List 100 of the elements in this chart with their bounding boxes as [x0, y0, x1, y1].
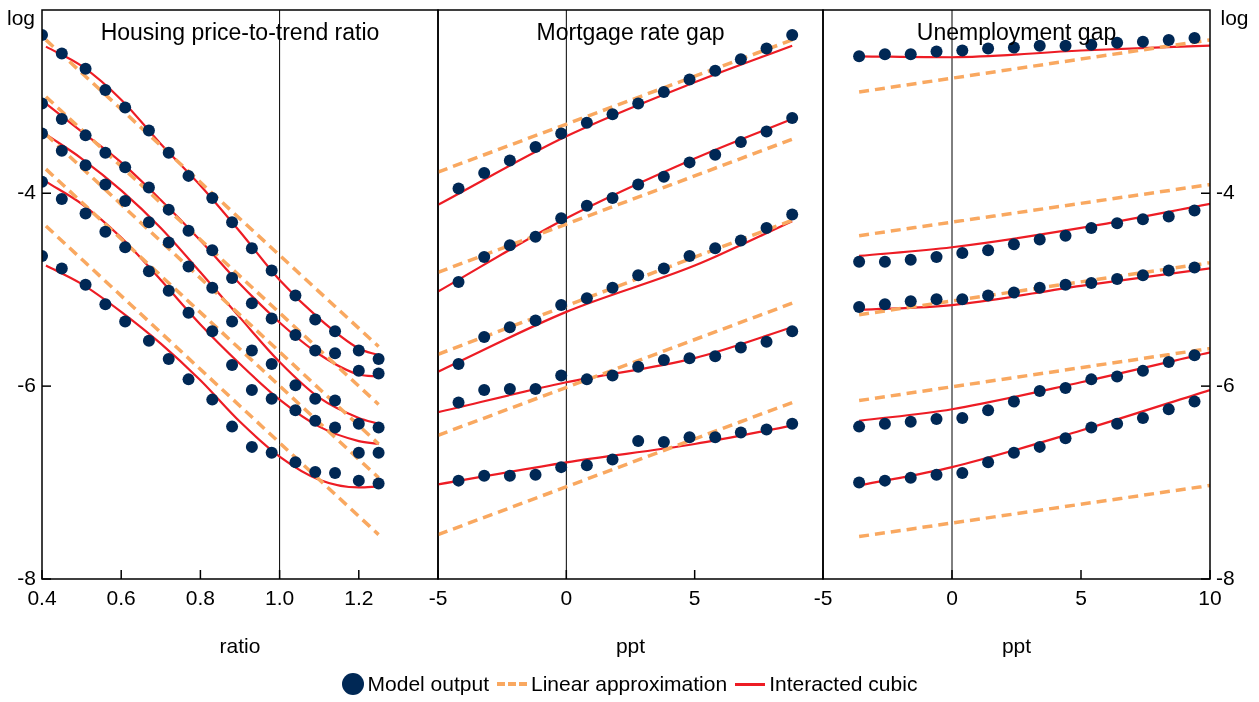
- point: [503, 154, 516, 167]
- point: [206, 281, 219, 294]
- point: [904, 295, 917, 308]
- point: [99, 178, 112, 191]
- point: [606, 369, 619, 382]
- point: [352, 364, 365, 377]
- point: [79, 278, 92, 291]
- y2-tick-label: -6: [1216, 372, 1235, 396]
- point: [982, 456, 995, 469]
- point: [226, 216, 239, 229]
- point: [734, 234, 747, 247]
- point: [329, 347, 342, 360]
- point: [956, 411, 969, 424]
- point: [182, 224, 195, 237]
- point: [786, 417, 799, 430]
- point: [309, 344, 322, 357]
- point: [632, 97, 645, 110]
- x-tick-label: 10: [1198, 586, 1222, 610]
- x-tick-label: 0: [946, 586, 958, 610]
- point: [226, 358, 239, 371]
- point: [606, 108, 619, 121]
- point: [119, 161, 132, 174]
- point: [930, 412, 943, 425]
- point: [1007, 238, 1020, 251]
- point: [142, 216, 155, 229]
- x-axis-title: ppt: [615, 634, 646, 658]
- point: [1136, 364, 1149, 377]
- point: [1136, 35, 1149, 48]
- point: [1085, 276, 1098, 289]
- point: [853, 301, 866, 314]
- point: [206, 192, 219, 205]
- y-axis-title: log: [6, 5, 36, 29]
- point: [452, 182, 465, 195]
- x-axis-title: ratio: [219, 634, 261, 658]
- point: [683, 73, 696, 86]
- x-axis-title: ppt: [1001, 634, 1032, 658]
- point: [206, 244, 219, 257]
- point: [1007, 395, 1020, 408]
- y-tick-label: -6: [17, 372, 36, 396]
- x-tick-label: -5: [428, 586, 448, 610]
- point: [904, 415, 917, 428]
- point: [142, 124, 155, 137]
- x-tick-label: 5: [1075, 586, 1087, 610]
- point: [853, 255, 866, 268]
- point: [99, 84, 112, 97]
- point: [709, 350, 722, 363]
- y-tick-label: -4: [17, 180, 37, 204]
- point: [1033, 233, 1046, 246]
- point: [245, 297, 258, 310]
- point: [503, 469, 516, 482]
- point: [372, 477, 385, 490]
- point: [555, 212, 568, 225]
- point: [853, 420, 866, 433]
- point: [982, 244, 995, 257]
- point: [289, 289, 302, 302]
- point: [956, 247, 969, 260]
- point: [1059, 382, 1072, 395]
- point: [1007, 286, 1020, 299]
- point: [478, 250, 491, 263]
- point: [760, 42, 773, 55]
- point: [580, 116, 593, 129]
- point: [245, 242, 258, 255]
- point: [657, 354, 670, 367]
- point: [329, 325, 342, 338]
- legend-label: Interacted cubic: [769, 672, 918, 696]
- point: [162, 284, 175, 297]
- point: [503, 383, 516, 396]
- x-tick-label: 0.6: [106, 586, 136, 610]
- point: [55, 144, 68, 157]
- point: [1162, 210, 1175, 223]
- point: [352, 474, 365, 487]
- point: [289, 404, 302, 417]
- y2-tick-label: -8: [1216, 565, 1235, 589]
- y2-axis-title: log: [1220, 5, 1249, 29]
- point: [119, 101, 132, 114]
- point: [478, 383, 491, 396]
- point: [760, 423, 773, 436]
- point: [760, 125, 773, 138]
- point: [734, 341, 747, 354]
- point: [904, 48, 917, 61]
- point: [580, 373, 593, 386]
- point: [142, 265, 155, 278]
- point: [99, 298, 112, 311]
- point: [79, 129, 92, 142]
- point: [309, 414, 322, 427]
- point: [657, 436, 670, 449]
- point: [309, 313, 322, 326]
- point: [182, 373, 195, 386]
- point: [142, 334, 155, 347]
- point: [1111, 217, 1124, 230]
- point: [982, 289, 995, 302]
- point: [119, 194, 132, 207]
- point: [930, 293, 943, 306]
- point: [982, 404, 995, 417]
- point: [760, 221, 773, 234]
- point: [55, 193, 68, 206]
- point: [162, 236, 175, 249]
- point: [329, 394, 342, 407]
- point: [1033, 384, 1046, 397]
- point: [162, 353, 175, 366]
